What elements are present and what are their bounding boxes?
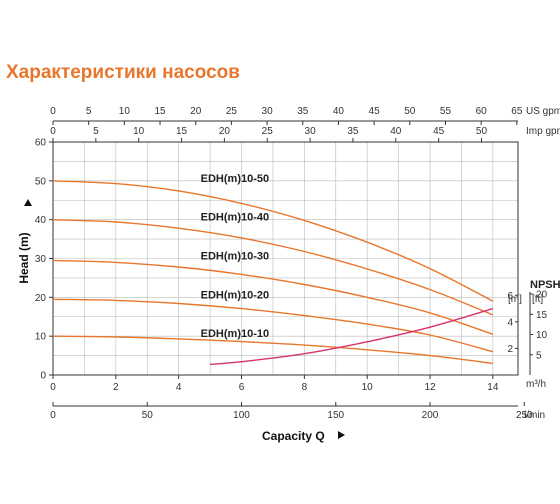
imp-gpm-tick-label: 5 [93, 126, 99, 137]
npsh-ft-tick-label: 15 [536, 310, 548, 321]
imp-gpm-tick-label: 20 [219, 126, 231, 137]
y-tick-label: 60 [35, 138, 47, 149]
npsh-ft-tick-label: 10 [536, 330, 548, 341]
series-label-5: EDH(m)10-10 [201, 328, 269, 340]
us-gpm-tick-label: 15 [154, 106, 166, 117]
y-axis-arrow-icon [24, 199, 32, 206]
us-gpm-tick-label: 50 [404, 106, 416, 117]
x-unit-label: m³/h [526, 379, 546, 390]
npsh-m-tick-label: 4 [507, 317, 513, 328]
us-gpm-tick-label: 35 [297, 106, 309, 117]
grid-lines [53, 142, 518, 375]
imp-gpm-tick-label: 0 [50, 126, 56, 137]
lmin-tick-label: 150 [327, 410, 344, 421]
y-tick-label: 40 [35, 215, 47, 226]
top-axis-imp-gpm: 0 5 10 15 20 25 30 35 40 45 50 Imp gpm [50, 126, 560, 143]
us-gpm-tick-label: 65 [511, 106, 523, 117]
us-gpm-tick-label: 25 [226, 106, 238, 117]
npsh-m-tick-label: 2 [507, 344, 513, 355]
imp-gpm-tick-label: 35 [347, 126, 359, 137]
imp-gpm-tick-label: 50 [476, 126, 488, 137]
npsh-ft-tick-label: 20 [536, 290, 548, 301]
us-gpm-unit-label: US gpm [526, 106, 560, 117]
y-tick-label: 30 [35, 254, 47, 265]
y-tick-label: 20 [35, 293, 47, 304]
y-tick-label: 0 [40, 371, 46, 382]
x-axis-title: Capacity Q [262, 429, 325, 443]
npsh-ft-unit: [ft] [532, 294, 543, 305]
x-tick-label: 12 [424, 382, 436, 393]
us-gpm-tick-label: 55 [440, 106, 452, 117]
x-tick-label: 6 [239, 382, 245, 393]
npsh-axis-title: NPSH [530, 279, 560, 291]
head-curve-1 [52, 180, 494, 302]
us-gpm-tick-label: 10 [119, 106, 131, 117]
npsh-m-tick-label: 6 [507, 291, 513, 302]
imp-gpm-tick-label: 25 [262, 126, 274, 137]
x-axis-ticks: 0 2 4 6 8 10 12 14 m³/h [50, 375, 546, 393]
head-curve-3 [52, 259, 494, 335]
x-tick-label: 2 [113, 382, 119, 393]
y-tick-label: 10 [35, 332, 47, 343]
npsh-curve [210, 307, 494, 366]
top-axis-us-gpm: 0 5 10 15 20 25 30 35 40 45 50 55 60 65 US gpm [50, 106, 560, 125]
us-gpm-tick-label: 20 [190, 106, 202, 117]
us-gpm-tick-label: 30 [262, 106, 274, 117]
x-tick-label: 14 [487, 382, 499, 393]
lmin-tick-label: 0 [50, 410, 56, 421]
us-gpm-tick-label: 40 [333, 106, 345, 117]
head-curve-4 [52, 298, 494, 353]
x-tick-label: 10 [362, 382, 374, 393]
series-label-1: EDH(m)10-50 [201, 173, 269, 185]
head-curve-5 [52, 335, 493, 365]
imp-gpm-tick-label: 10 [133, 126, 145, 137]
lmin-tick-label: 200 [422, 410, 439, 421]
y-axis-title: Head (m) [17, 232, 31, 283]
us-gpm-tick-label: 0 [50, 106, 56, 117]
x-tick-label: 8 [302, 382, 308, 393]
imp-gpm-tick-label: 30 [305, 126, 317, 137]
x-tick-label: 0 [50, 382, 56, 393]
imp-gpm-tick-label: 15 [176, 126, 188, 137]
head-curve-2 [52, 219, 494, 316]
y-tick-label: 50 [35, 176, 47, 187]
head-curves [52, 180, 494, 366]
lmin-tick-label: 100 [233, 410, 250, 421]
series-label-4: EDH(m)10-20 [201, 289, 269, 301]
series-label-2: EDH(m)10-40 [201, 212, 269, 224]
us-gpm-tick-label: 60 [476, 106, 488, 117]
x-tick-label: 4 [176, 382, 182, 393]
npsh-m-unit: [m] [508, 294, 522, 305]
series-label-3: EDH(m)10-30 [201, 251, 269, 263]
npsh-axis: NPSH [m] [ft] 2 4 6 5 10 15 20 [507, 279, 560, 375]
lmin-tick-label: 250 [516, 410, 533, 421]
us-gpm-tick-label: 45 [369, 106, 381, 117]
lmin-unit-label: l/min [524, 410, 545, 421]
imp-gpm-tick-label: 40 [390, 126, 402, 137]
imp-gpm-unit-label: Imp gpm [526, 126, 560, 137]
npsh-ft-tick-label: 5 [536, 350, 542, 361]
x-axis-arrow-icon [338, 431, 345, 439]
lmin-tick-label: 50 [142, 410, 154, 421]
y-axis-ticks: 0 10 20 30 40 50 60 [35, 138, 53, 382]
series-labels: EDH(m)10-50 EDH(m)10-40 EDH(m)10-30 EDH(m)1… [201, 173, 269, 340]
imp-gpm-tick-label: 45 [433, 126, 445, 137]
page-title: Характеристики насосов [6, 62, 240, 83]
us-gpm-tick-label: 5 [86, 106, 92, 117]
